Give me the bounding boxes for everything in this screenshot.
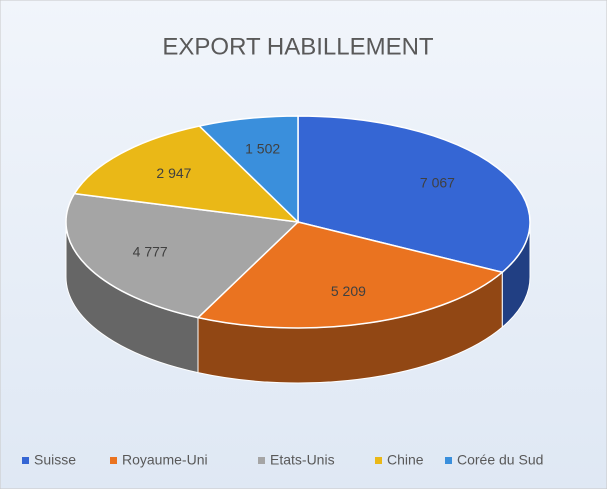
- data-label: 7 067: [420, 175, 455, 191]
- pie-slice: [297, 115, 531, 274]
- legend-label: Royaume-Uni: [122, 452, 208, 468]
- data-label: 5 209: [331, 283, 366, 299]
- legend-label: Chine: [387, 452, 424, 468]
- legend-label: Corée du Sud: [457, 452, 543, 468]
- pie-slice: [65, 192, 300, 319]
- pie-slice: [196, 221, 504, 329]
- legend-label: Etats-Unis: [270, 452, 335, 468]
- pie-slice: [73, 125, 301, 224]
- legend-swatch: [375, 457, 382, 464]
- data-label: 1 502: [245, 140, 280, 156]
- data-label: 2 947: [156, 165, 191, 181]
- legend-swatch: [258, 457, 265, 464]
- chart-title: EXPORT HABILLEMENT: [162, 33, 434, 60]
- pie-slice: [197, 115, 299, 224]
- data-label: 4 777: [133, 243, 168, 259]
- legend-swatch: [110, 457, 117, 464]
- legend-swatch: [22, 457, 29, 464]
- legend-swatch: [445, 457, 452, 464]
- legend-label: Suisse: [34, 452, 76, 468]
